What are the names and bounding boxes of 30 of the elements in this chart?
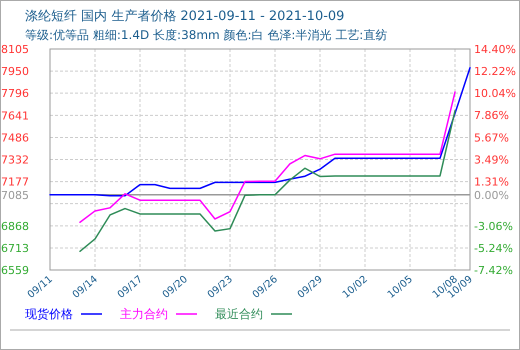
- y2-tick-label: 1.31%: [474, 176, 509, 189]
- y2-tick-label: -7.42%: [474, 264, 513, 277]
- y2-tick-label: 12.22%: [474, 65, 516, 78]
- y2-tick-label: 3.49%: [474, 154, 509, 166]
- y2-tick-label: 7.86%: [474, 109, 509, 122]
- y2-tick-label: 14.40%: [474, 43, 516, 56]
- y-tick-label: 6868: [1, 220, 29, 233]
- legend-label: 最近合约: [215, 307, 263, 321]
- line-series: [49, 66, 471, 197]
- y-tick-label: 7332: [1, 154, 29, 166]
- y-tick-label: 7177: [1, 176, 29, 189]
- chart-subtitle: 等级:优等品 粗细:1.4D 长度:38mm 颜色:白 色泽:半消光 工艺:直纺: [25, 28, 388, 42]
- y2-tick-label: 0.00%: [474, 188, 509, 202]
- y2-tick-label: -5.24%: [474, 242, 513, 255]
- y-tick-label: 7641: [1, 109, 29, 122]
- y-tick-label: 8105: [1, 43, 29, 56]
- y2-tick-label: 10.04%: [474, 87, 516, 100]
- chart-title: 涤纶短纤 国内 生产者价格 2021-09-11 - 2021-10-09: [25, 9, 344, 24]
- y-tick-label: 7796: [1, 87, 29, 100]
- legend-label: 主力合约: [120, 307, 168, 321]
- y-tick-label: 7085: [1, 188, 29, 202]
- line-series: [79, 110, 456, 252]
- y-tick-label: 7486: [1, 131, 29, 144]
- y-tick-label: 7950: [1, 65, 29, 78]
- legend-label: 现货价格: [25, 307, 73, 321]
- y-tick-label: 6559: [1, 264, 29, 277]
- line-series: [79, 91, 456, 223]
- y-tick-label: 6713: [1, 242, 29, 255]
- y2-tick-label: -3.06%: [474, 220, 513, 233]
- y2-tick-label: 5.67%: [474, 131, 509, 144]
